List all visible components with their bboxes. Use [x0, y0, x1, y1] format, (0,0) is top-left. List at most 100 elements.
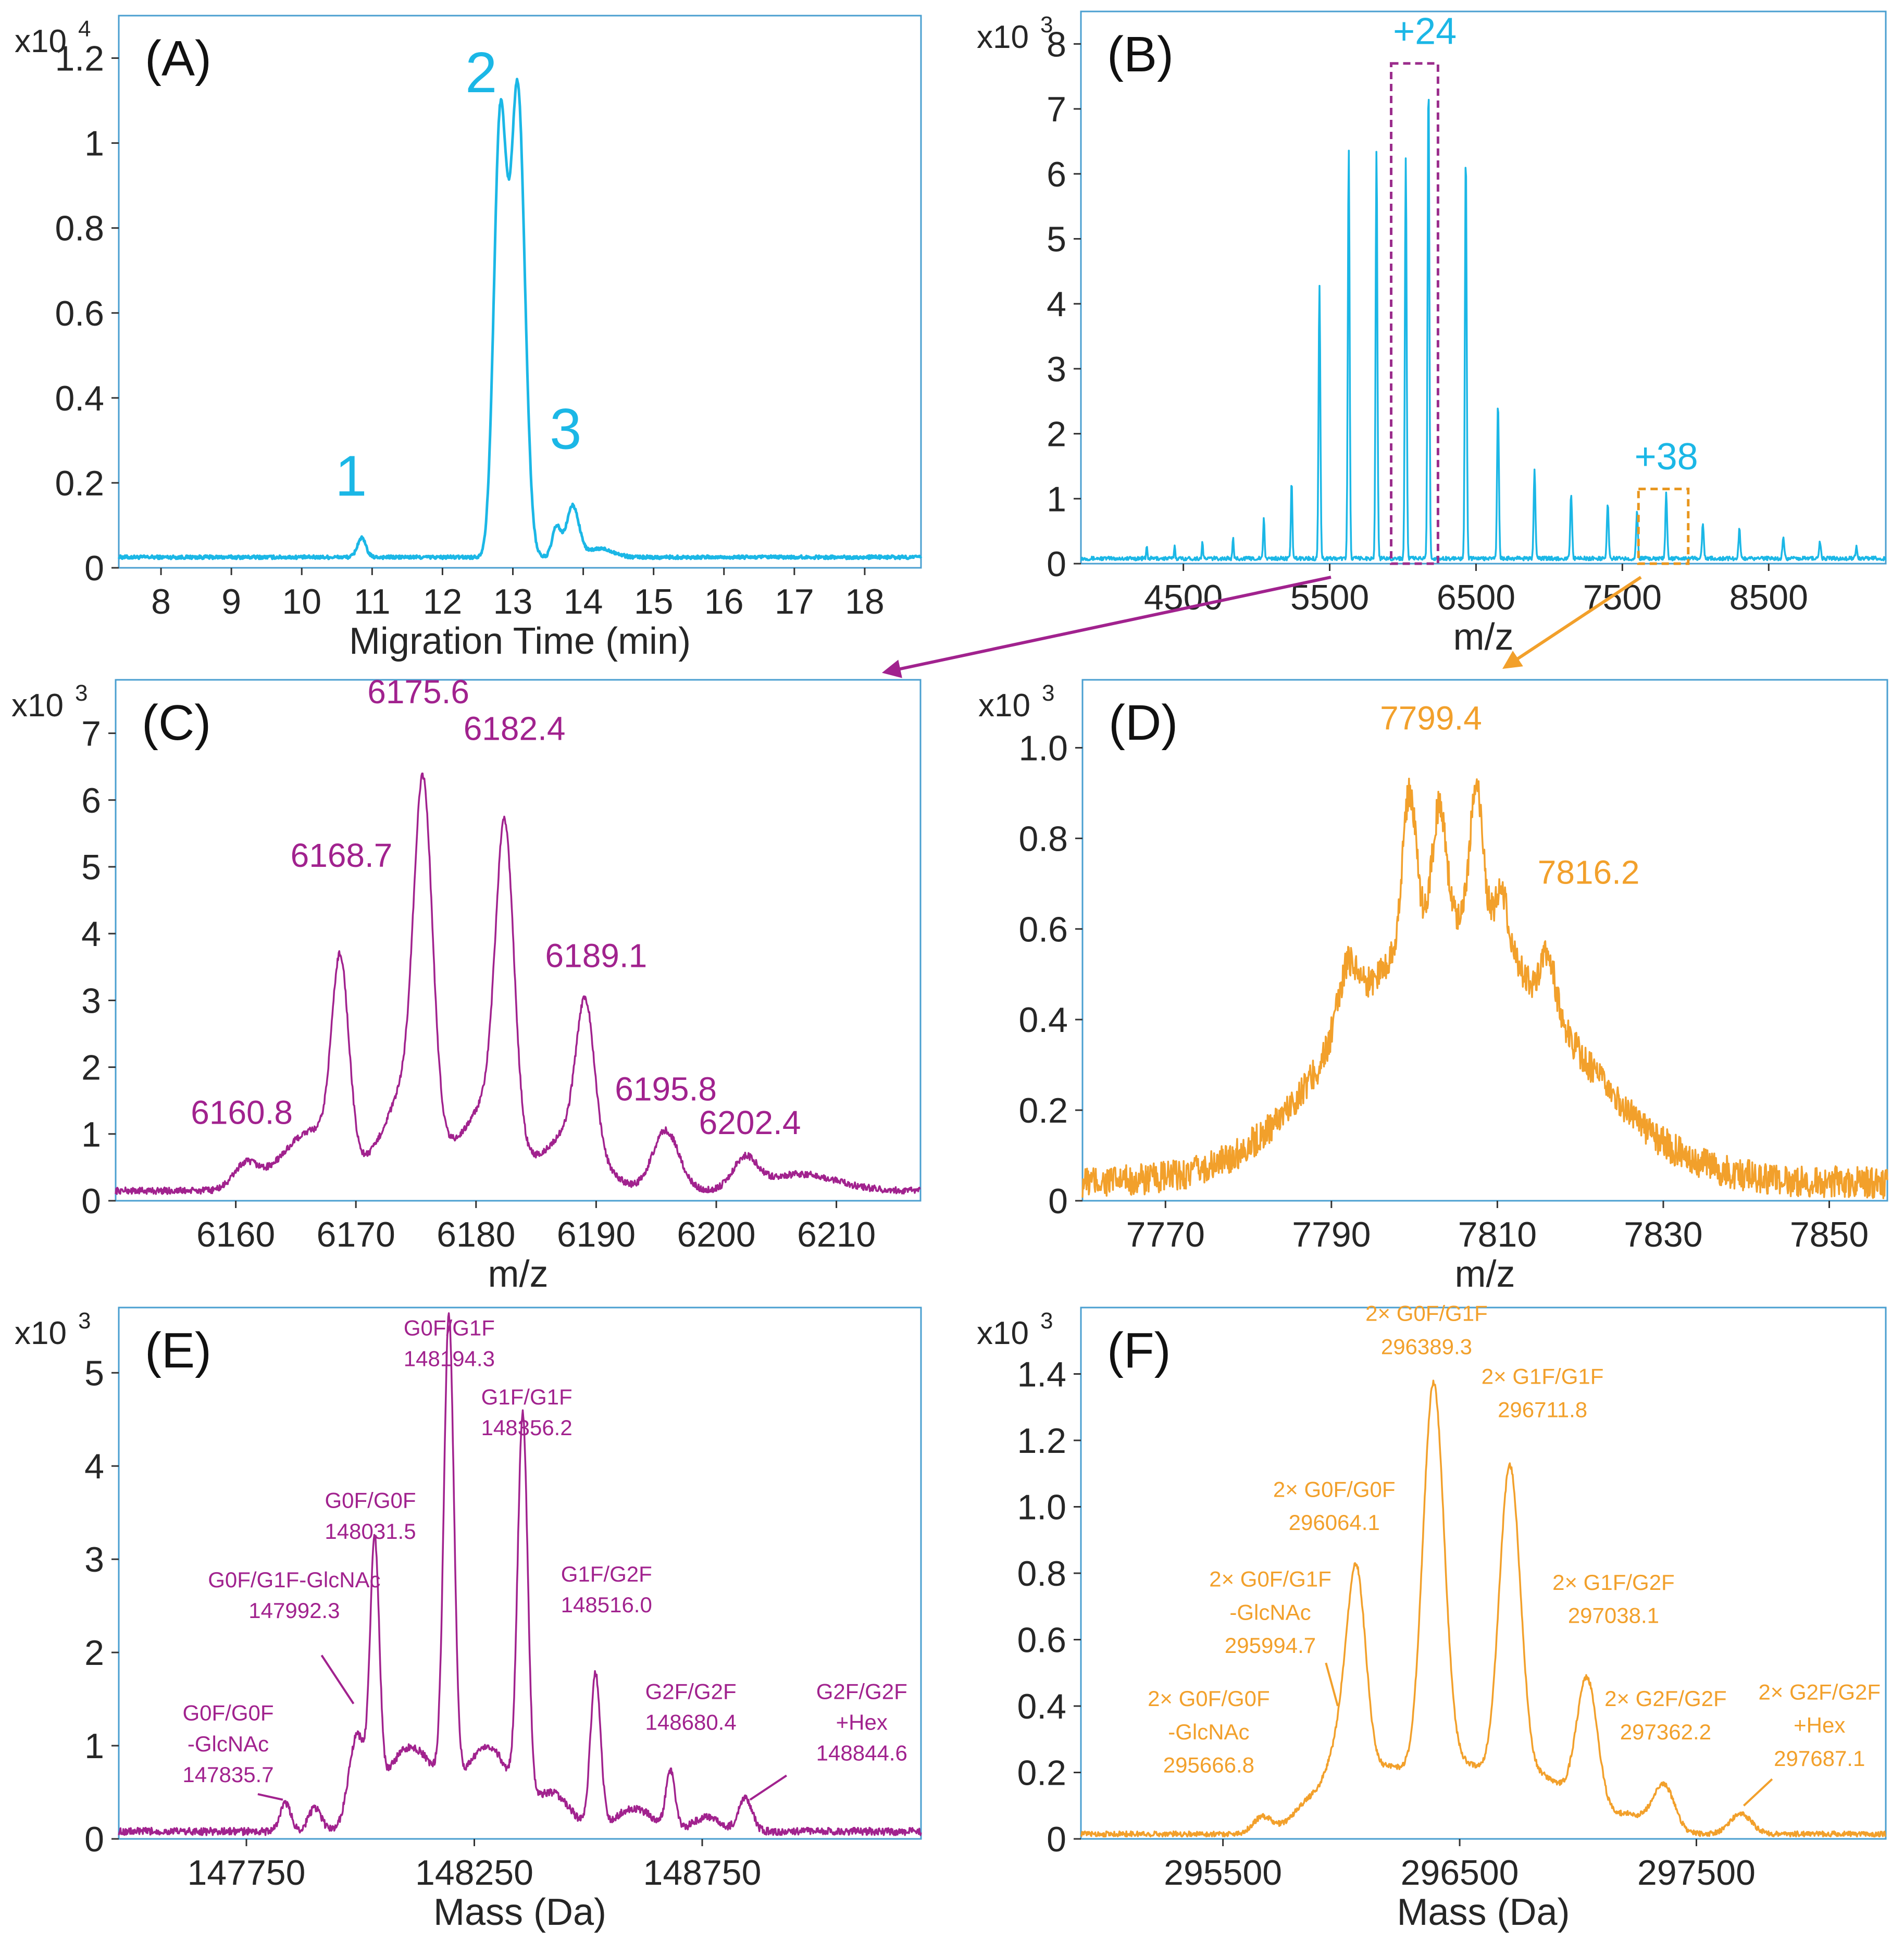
x-axis-label: m/z — [1453, 616, 1514, 658]
y-tick-label: 0.6 — [55, 294, 104, 333]
x-tick-label: 6180 — [437, 1215, 515, 1254]
x-tick-label: 10 — [282, 582, 321, 621]
plot-frame — [1081, 679, 1888, 1202]
x-tick-label: 16 — [704, 582, 744, 621]
series-line — [115, 772, 921, 1195]
chart-panel-e: 0 1 2 3 4 5 147750 148250 148750 Mass (Da) x10 3 (E)… — [15, 1307, 922, 1933]
y-tick-label: 0 — [81, 1181, 101, 1221]
peak-annotation: 2× G0F/G1F — [1365, 1301, 1488, 1326]
y-scale-prefix: x10 — [15, 1315, 67, 1351]
peak-annotation: 295666.8 — [1163, 1753, 1254, 1777]
y-tick-label: 4 — [81, 914, 101, 954]
y-scale-exponent: 3 — [78, 1308, 91, 1334]
y-tick-label: 1.2 — [1017, 1421, 1066, 1461]
x-tick-label: 296500 — [1401, 1853, 1519, 1893]
peak-annotation: 296711.8 — [1498, 1397, 1587, 1422]
x-tick-label: 8 — [151, 582, 171, 621]
peak-annotation: -GlcNAc — [1229, 1600, 1311, 1624]
x-tick-label: 6170 — [317, 1215, 395, 1254]
peak-annotation: G1F/G1F — [481, 1385, 573, 1409]
y-tick-label: 4 — [1047, 284, 1066, 324]
y-tick-label: 5 — [1047, 219, 1066, 259]
peak-annotation: 147992.3 — [248, 1598, 340, 1623]
y-tick-label: 2 — [84, 1633, 104, 1673]
panel-label: (F) — [1107, 1323, 1171, 1378]
zoom-arrow-to-d — [1502, 576, 1642, 669]
y-scale-exponent: 4 — [78, 16, 91, 42]
x-tick-label: 4500 — [1144, 578, 1223, 617]
y-tick-label: 8 — [1047, 24, 1066, 64]
peak-annotation: 2× G0F/G0F — [1273, 1477, 1396, 1501]
x-tick-label: 6500 — [1437, 578, 1515, 617]
x-tick-label: 8500 — [1729, 578, 1808, 617]
chart-panel-f: 0 0.2 0.4 0.6 0.8 1.0 1.2 1.4 295500 296500 297500… — [977, 1301, 1887, 1933]
peak-annotation: 7799.4 — [1380, 700, 1482, 737]
peak-annotation: -GlcNAc — [188, 1732, 269, 1756]
peak-annotation: -GlcNAc — [1168, 1720, 1249, 1744]
y-tick-label: 0.4 — [1018, 1000, 1068, 1040]
peak-annotation: G0F/G0F — [325, 1488, 416, 1513]
peak-annotation: 148194.3 — [404, 1347, 495, 1371]
annotation-leader — [1325, 1662, 1339, 1707]
y-tick-label: 4 — [84, 1447, 104, 1486]
peak-annotation: 2× G2F/G2F — [1604, 1686, 1727, 1711]
y-tick-label: 0.2 — [55, 464, 104, 503]
y-tick-label: 1.0 — [1018, 728, 1068, 768]
y-tick-label: 0.6 — [1018, 910, 1068, 949]
y-tick-label: 0 — [1047, 1820, 1066, 1859]
peak-annotation: +24 — [1393, 10, 1457, 52]
x-tick-label: 6210 — [797, 1215, 876, 1254]
peak-annotation: G2F/G2F — [645, 1679, 737, 1704]
y-scale-exponent: 3 — [1042, 680, 1054, 706]
zoom-connectors — [881, 576, 1642, 678]
y-tick-label: 0.4 — [55, 379, 104, 418]
x-tick-label: 7850 — [1790, 1215, 1869, 1254]
peak-annotation: G1F/G2F — [561, 1562, 652, 1586]
y-tick-label: 1.0 — [1017, 1488, 1066, 1527]
y-tick-label: 1 — [84, 1726, 104, 1766]
peak-annotation: 6189.1 — [545, 937, 648, 974]
y-tick-label: 3 — [84, 1540, 104, 1579]
peak-annotation: 2× G2F/G2F — [1758, 1679, 1881, 1704]
y-tick-label: 0.8 — [1018, 819, 1068, 858]
peak-annotation: +Hex — [1794, 1713, 1845, 1737]
peak-annotation: 297038.1 — [1568, 1603, 1659, 1628]
y-tick-label: 2 — [1047, 415, 1066, 454]
chart-panel-d: 0 0.2 0.4 0.6 0.8 1.0 7770 7790 7810 7830 7850 m/z x… — [978, 679, 1888, 1295]
peak-annotation: 148516.0 — [561, 1592, 652, 1617]
peak-annotation: +Hex — [836, 1710, 888, 1735]
y-tick-label: 1 — [1047, 479, 1066, 519]
x-axis-label: Mass (Da) — [433, 1892, 606, 1933]
peak-annotation: 6195.8 — [615, 1071, 717, 1108]
peak-annotation: 2 — [465, 41, 497, 105]
x-tick-label: 148250 — [415, 1853, 533, 1893]
y-scale-exponent: 3 — [75, 680, 88, 706]
y-tick-label: 7 — [1047, 90, 1066, 129]
peak-annotation: 3 — [550, 397, 581, 462]
peak-annotation: 297687.1 — [1774, 1746, 1865, 1771]
y-scale-prefix: x10 — [11, 688, 64, 724]
peak-annotation: 6202.4 — [699, 1104, 801, 1141]
panel-label: (C) — [142, 695, 211, 751]
x-tick-label: 295500 — [1164, 1853, 1282, 1893]
y-tick-label: 1 — [84, 124, 104, 164]
x-tick-label: 6190 — [557, 1215, 636, 1254]
y-scale-prefix: x10 — [15, 23, 67, 59]
peak-annotation: 297362.2 — [1620, 1720, 1711, 1744]
series-line — [1080, 98, 1887, 562]
y-tick-label: 5 — [84, 1353, 104, 1393]
x-axis-label: m/z — [1455, 1253, 1515, 1295]
zoom-box — [1637, 488, 1690, 565]
peak-annotation: 6182.4 — [464, 710, 566, 747]
y-scale-exponent: 3 — [1040, 1308, 1053, 1334]
x-tick-label: 17 — [775, 582, 814, 621]
plot-frame — [118, 15, 922, 569]
x-tick-label: 6200 — [677, 1215, 755, 1254]
plot-frame — [1080, 10, 1887, 565]
chart-panel-a: 00.20.40.60.811.28 9 10 11 12 13 14 15 16 17 18Mig… — [15, 15, 923, 662]
y-tick-label: 6 — [1047, 155, 1066, 194]
zoom-arrow-to-c — [881, 576, 1331, 678]
peak-annotation: 6160.8 — [191, 1094, 293, 1131]
panel-label: (D) — [1109, 695, 1178, 751]
plot-frame — [115, 679, 922, 1202]
